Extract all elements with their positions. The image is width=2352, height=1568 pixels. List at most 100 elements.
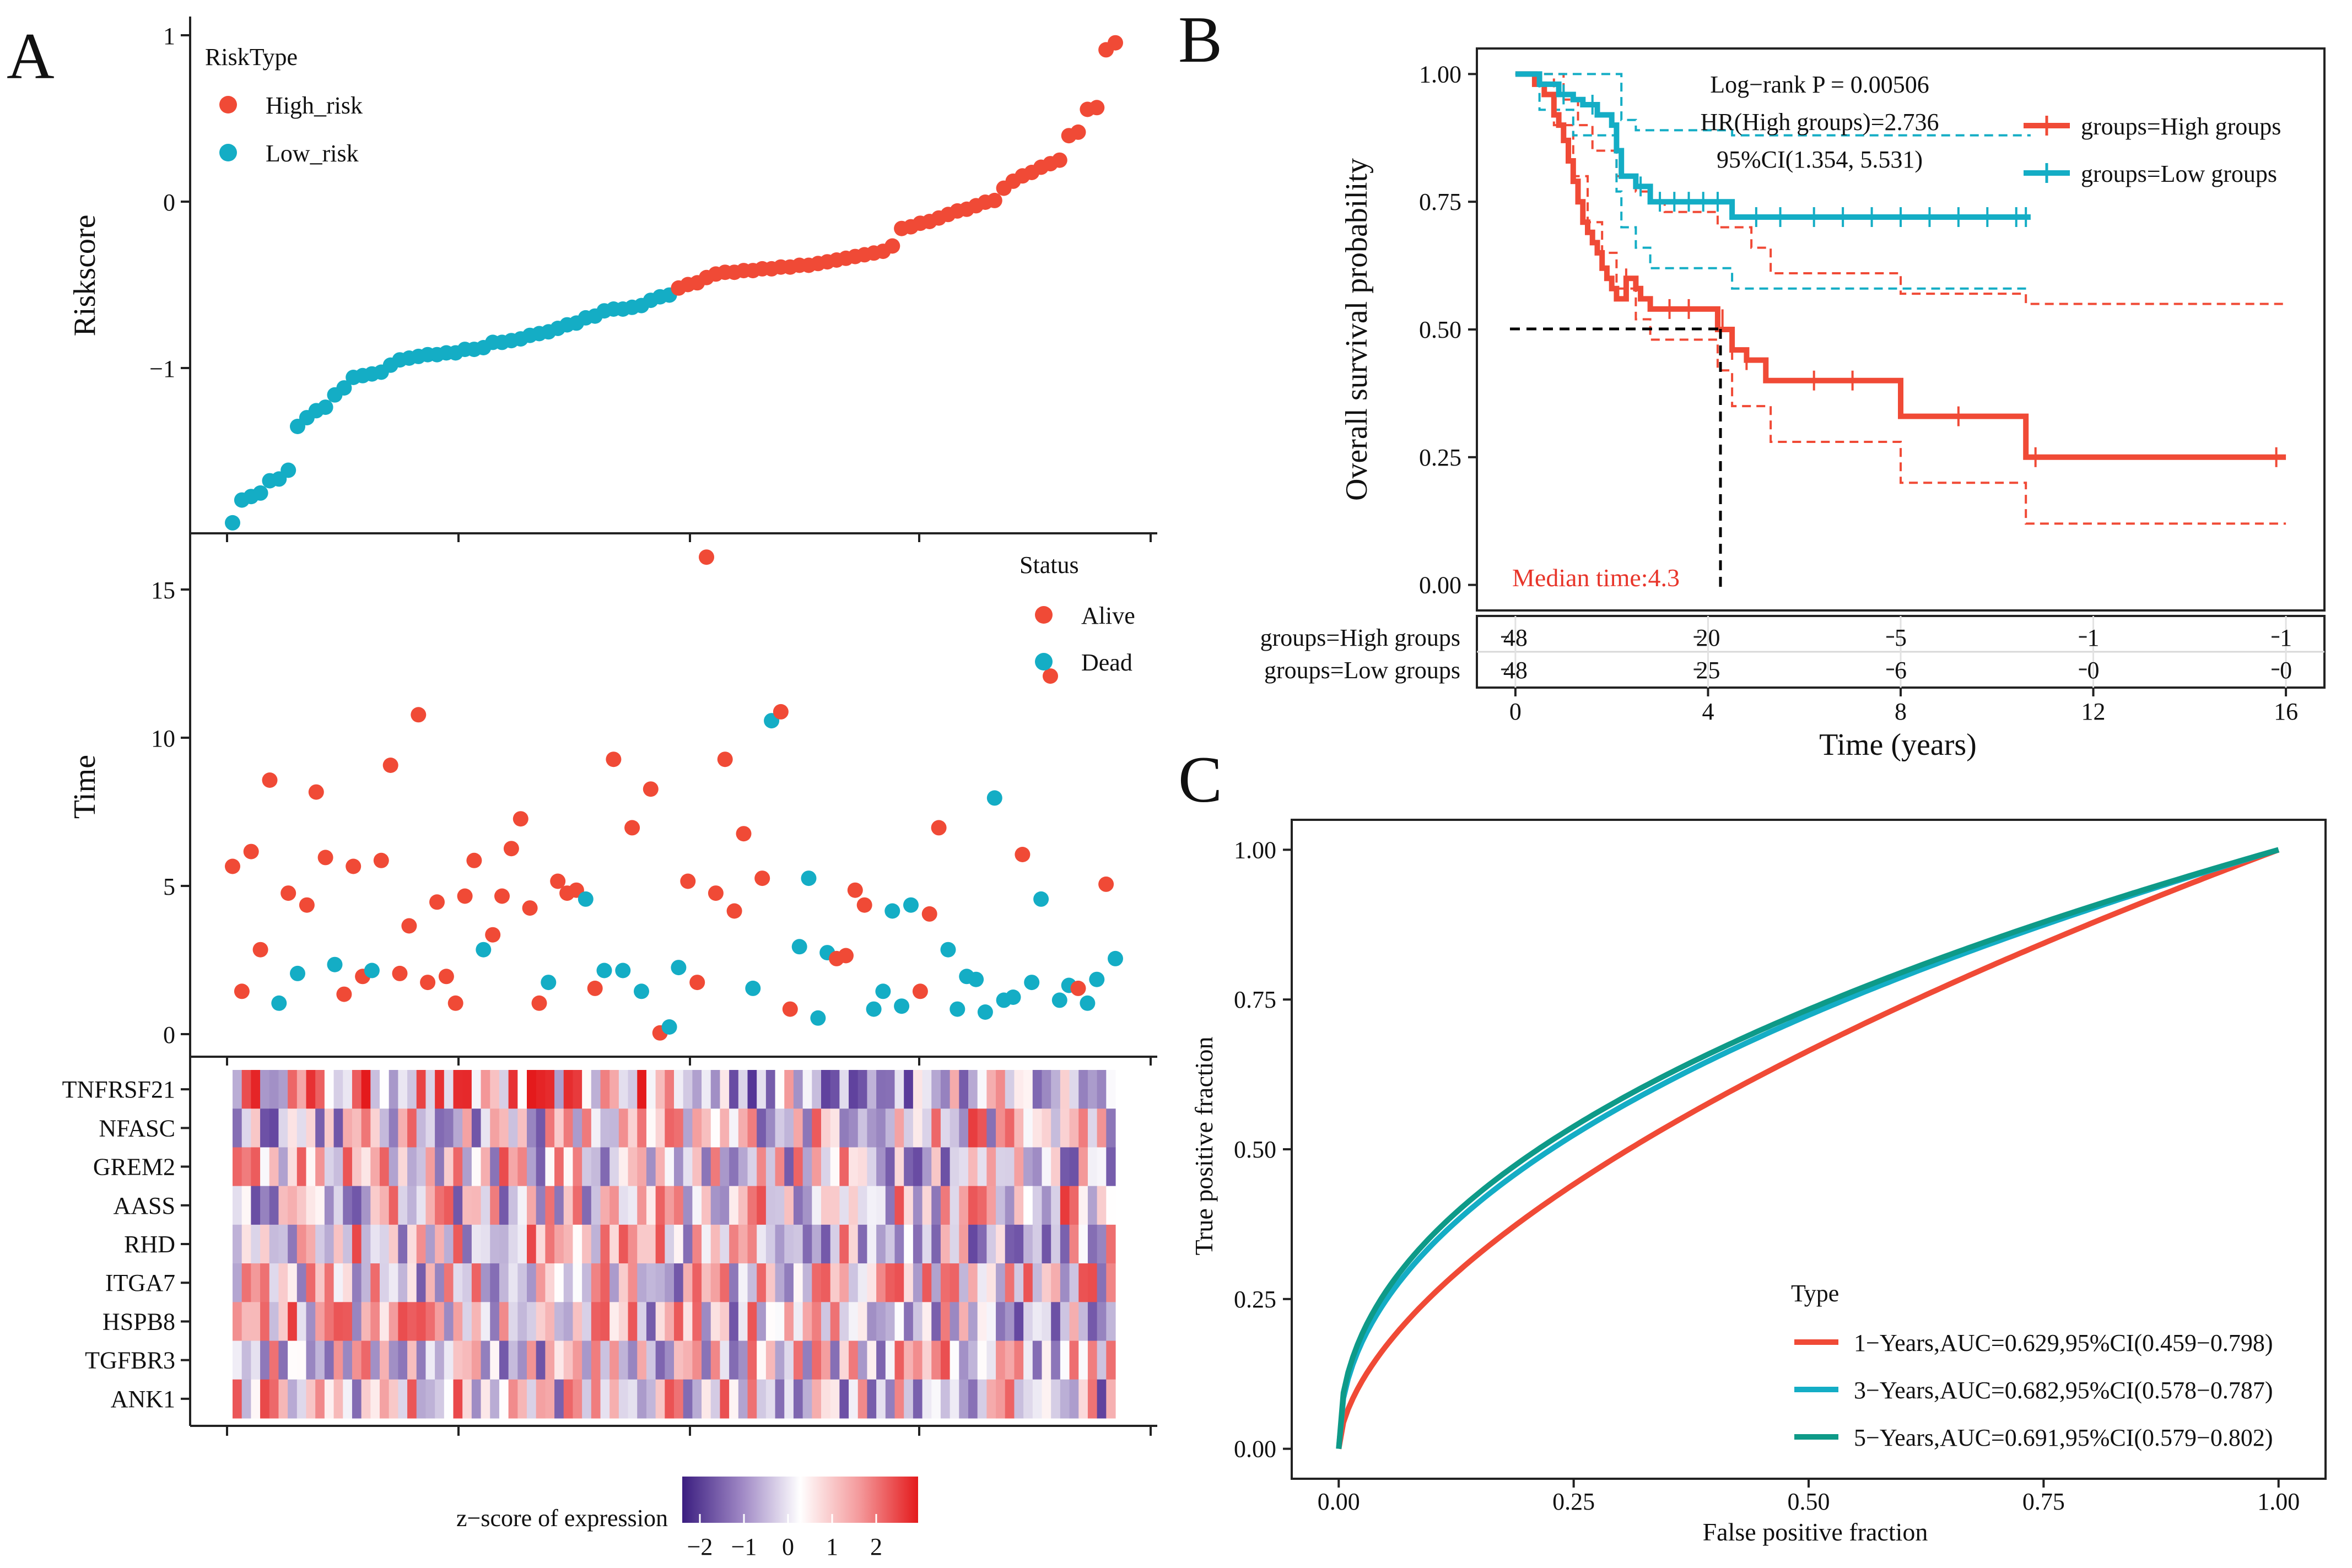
riskscore-point bbox=[1070, 124, 1086, 140]
heatmap-cell bbox=[757, 1070, 767, 1109]
heatmap-cell bbox=[885, 1224, 896, 1264]
heatmap-cell bbox=[904, 1379, 914, 1419]
heatmap-cell bbox=[1060, 1186, 1070, 1225]
heatmap-cell bbox=[278, 1379, 288, 1419]
heatmap-cell bbox=[977, 1109, 987, 1148]
heatmap-cell bbox=[324, 1186, 335, 1225]
heatmap-cell bbox=[435, 1263, 445, 1302]
heatmap-cell bbox=[398, 1263, 408, 1302]
time-point bbox=[634, 983, 649, 999]
heatmap-cell bbox=[876, 1340, 886, 1380]
heatmap-cell bbox=[802, 1302, 812, 1342]
heatmap-cell bbox=[352, 1147, 362, 1187]
heatmap-cell bbox=[573, 1263, 582, 1302]
heatmap-cell bbox=[527, 1263, 537, 1302]
heatmap-cell bbox=[812, 1147, 822, 1187]
heatmap-cell bbox=[1060, 1224, 1070, 1264]
heatmap-cell bbox=[775, 1186, 785, 1225]
heatmap-cell bbox=[389, 1224, 398, 1264]
survival-y-tick-label: 0.00 bbox=[1419, 572, 1461, 599]
heatmap-cell bbox=[416, 1186, 427, 1225]
heatmap-cell bbox=[747, 1147, 757, 1187]
legend-alive-dot bbox=[1035, 606, 1053, 624]
heatmap-cell bbox=[389, 1379, 398, 1419]
time-point bbox=[225, 858, 240, 874]
heatmap-cell bbox=[692, 1109, 702, 1148]
heatmap-cell bbox=[499, 1186, 509, 1225]
legend-high-risk-label: High_risk bbox=[266, 92, 363, 119]
riskscore-plot: 1 0 −1 Riskscore RiskType High_risk Low_… bbox=[68, 17, 1157, 534]
heatmap-cell bbox=[444, 1109, 454, 1148]
heatmap-cell bbox=[425, 1070, 435, 1109]
heatmap-cell bbox=[702, 1379, 711, 1419]
heatmap-cell bbox=[517, 1186, 527, 1225]
time-point bbox=[271, 995, 287, 1011]
heatmap-cell bbox=[1014, 1302, 1024, 1342]
heatmap-cell bbox=[876, 1109, 886, 1148]
heatmap-cell bbox=[499, 1340, 509, 1380]
heatmap-cell bbox=[802, 1070, 812, 1109]
heatmap-cell bbox=[830, 1109, 840, 1148]
heatmap-cell bbox=[398, 1340, 408, 1380]
heatmap-cell bbox=[343, 1263, 353, 1302]
heatmap-cell bbox=[573, 1340, 582, 1380]
heatmap-cell bbox=[765, 1263, 776, 1302]
heatmap-cell bbox=[527, 1070, 537, 1109]
heatmap-cell bbox=[618, 1147, 629, 1187]
heatmap-cell bbox=[1014, 1379, 1024, 1419]
heatmap-cell bbox=[692, 1263, 702, 1302]
time-point bbox=[587, 980, 603, 996]
heatmap-cell bbox=[922, 1109, 932, 1148]
roc-curve bbox=[1336, 847, 2280, 1450]
heatmap-cell bbox=[471, 1070, 482, 1109]
heatmap-cell bbox=[554, 1340, 564, 1380]
heatmap-cell bbox=[288, 1302, 298, 1342]
heatmap-cell bbox=[885, 1379, 896, 1419]
heatmap-cell bbox=[1051, 1302, 1061, 1342]
heatmap-cell bbox=[913, 1109, 923, 1148]
heatmap-cell bbox=[435, 1186, 445, 1225]
heatmap-cell bbox=[637, 1147, 647, 1187]
heatmap-cell bbox=[462, 1109, 472, 1148]
heatmap-cell bbox=[370, 1109, 380, 1148]
heatmap-cell bbox=[288, 1340, 298, 1380]
heatmap-cell bbox=[260, 1224, 270, 1264]
heatmap-cell bbox=[812, 1263, 822, 1302]
heatmap-cell bbox=[876, 1302, 886, 1342]
heatmap-cell bbox=[600, 1224, 610, 1264]
heatmap-cell bbox=[1106, 1186, 1116, 1225]
heatmap-cell bbox=[628, 1186, 638, 1225]
heatmap-cell bbox=[876, 1224, 886, 1264]
roc-legend-title: Type bbox=[1791, 1280, 1839, 1307]
time-point bbox=[680, 873, 696, 889]
heatmap-cell bbox=[913, 1302, 923, 1342]
heatmap-cell bbox=[416, 1263, 427, 1302]
time-point bbox=[550, 873, 566, 889]
time-point bbox=[1108, 950, 1123, 966]
heatmap-cell bbox=[710, 1186, 721, 1225]
heatmap-cell bbox=[839, 1263, 849, 1302]
heatmap-cell bbox=[582, 1186, 592, 1225]
heatmap-cell bbox=[849, 1109, 859, 1148]
time-point bbox=[299, 897, 315, 913]
heatmap-cell bbox=[517, 1263, 527, 1302]
heatmap-cell bbox=[1014, 1263, 1024, 1302]
heatmap-cell bbox=[894, 1340, 904, 1380]
heatmap-cell bbox=[931, 1070, 941, 1109]
heatmap-cell bbox=[793, 1340, 803, 1380]
heatmap-cell bbox=[1051, 1147, 1061, 1187]
heatmap-cell bbox=[444, 1147, 454, 1187]
heatmap-cell bbox=[233, 1070, 242, 1109]
heatmap-cell bbox=[490, 1070, 500, 1109]
heatmap-cell bbox=[757, 1379, 767, 1419]
risk-table-count: 1 bbox=[2280, 624, 2292, 651]
heatmap-cell bbox=[618, 1379, 629, 1419]
heatmap-cell bbox=[665, 1379, 675, 1419]
survival-y-label: Overall survival probability bbox=[1340, 158, 1374, 501]
heatmap-cell bbox=[885, 1109, 896, 1148]
heatmap-cell bbox=[233, 1186, 242, 1225]
heatmap-cell bbox=[747, 1379, 757, 1419]
heatmap-cell bbox=[940, 1070, 951, 1109]
heatmap-cell bbox=[710, 1109, 721, 1148]
heatmap-cell bbox=[241, 1340, 251, 1380]
